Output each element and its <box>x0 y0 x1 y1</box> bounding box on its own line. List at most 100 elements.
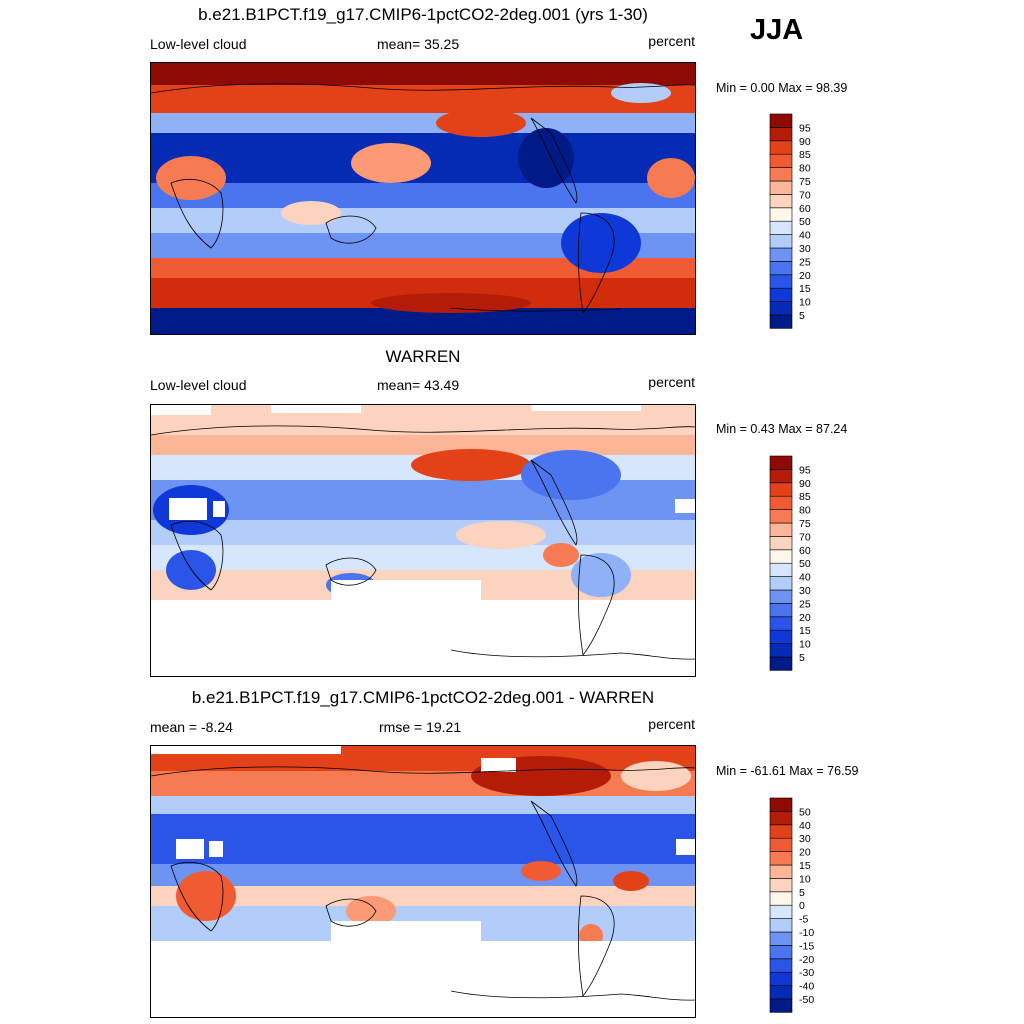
panel-2-colorbar-box <box>769 482 793 497</box>
panel-3-colorbar-box <box>769 904 793 919</box>
panel-1-title: b.e21.B1PCT.f19_g17.CMIP6-1pctCO2-2deg.0… <box>198 5 648 24</box>
panel-1-colorbar-box <box>769 234 793 249</box>
panel-1-colorbar-tick-label: 90 <box>799 136 811 148</box>
panel-1-map-svg <box>151 63 695 334</box>
panel-1-colorbar-box <box>769 274 793 289</box>
panel-3-colorbar-tick-label: -50 <box>799 994 814 1006</box>
panel-3-field <box>151 746 695 1017</box>
panel-3-colorbar-tick-label: -15 <box>799 940 814 952</box>
panel-1-colorbar-tick-label: 95 <box>799 122 811 134</box>
panel-1-colorbar-tick-label: 80 <box>799 163 811 175</box>
panel-2-units-label: percent <box>648 374 695 390</box>
panel-1-colorbar-tick-label: 60 <box>799 203 811 215</box>
panel-2-colorbar-tick-label: 25 <box>799 598 811 610</box>
panel-3-colorbar-tick-label: -20 <box>799 954 814 966</box>
panel-3-colorbar-tick-label: -40 <box>799 981 814 993</box>
panel-1-colorbar-tick-label: 5 <box>799 310 805 322</box>
panel-3-colorbar-box <box>769 931 793 946</box>
panel-2-colorbar-tick-label: 95 <box>799 464 811 476</box>
panel-3-colorbar-box <box>769 878 793 893</box>
panel-3-colorbar-box <box>769 971 793 986</box>
panel-1-colorbar: 5 10 15 20 25 30 40 50 60 70 75 80 85 90 95 <box>769 113 830 330</box>
panel-1-colorbar-box <box>769 140 793 155</box>
panel-3-colorbar-box <box>769 811 793 826</box>
season-label: JJA <box>750 14 804 46</box>
panel-2-colorbar-tick-label: 75 <box>799 518 811 530</box>
panel-1-colorbar-box <box>769 180 793 195</box>
panel-2-colorbar-box <box>769 656 793 671</box>
panel-2-colorbar-box <box>769 522 793 537</box>
panel-1-colorbar-tick-label: 30 <box>799 243 811 255</box>
panel-1-mean-label: mean= 35.25 <box>377 36 460 52</box>
panel-1-colorbar-box <box>769 207 793 222</box>
panel-2-colorbar-tick-label: 20 <box>799 612 811 624</box>
panel-1-variable-label: Low-level cloud <box>150 36 247 52</box>
panel-3-colorbar-tick-label: -10 <box>799 927 814 939</box>
panel-1-colorbar-tick-label: 10 <box>799 297 811 309</box>
panel-3-colorbar-box <box>769 824 793 839</box>
panel-2-colorbar-box <box>769 549 793 564</box>
panel-3-colorbar-tick-label: 50 <box>799 806 811 818</box>
panel-3-colorbar-tick-label: 10 <box>799 873 811 885</box>
panel-1-units-label: percent <box>648 33 695 49</box>
panel-1-colorbar-tick-label: 15 <box>799 283 811 295</box>
panel-1-colorbar-tick-label: 70 <box>799 189 811 201</box>
panel-1-colorbar-box <box>769 220 793 235</box>
panel-2-colorbar-box <box>769 603 793 618</box>
panel-3-title: b.e21.B1PCT.f19_g17.CMIP6-1pctCO2-2deg.0… <box>191 688 655 707</box>
panel-1-colorbar-tick-label: 25 <box>799 256 811 268</box>
panel-1-colorbar-box <box>769 167 793 182</box>
panel-3-colorbar-tick-label: -5 <box>799 914 808 926</box>
panel-1-colorbar-box <box>769 153 793 168</box>
panel-2-colorbar-box <box>769 469 793 484</box>
panel-2-colorbar-tick-label: 70 <box>799 531 811 543</box>
panel-1-map <box>150 62 696 335</box>
panel-1-colorbar-box <box>769 301 793 316</box>
panel-3-colorbar-box <box>769 891 793 906</box>
panel-2-map-svg <box>151 405 695 676</box>
panel-1-colorbar-box <box>769 287 793 302</box>
panel-2-minmax: Min = 0.43 Max = 87.24 <box>716 422 848 436</box>
panel-2-variable-label: Low-level cloud <box>150 377 247 393</box>
panel-1-colorbar-box <box>769 127 793 142</box>
panel-2-mean-label: mean= 43.49 <box>377 377 460 393</box>
panel-3-minmax: Min = -61.61 Max = 76.59 <box>716 764 859 778</box>
panel-2-title: WARREN <box>385 347 461 366</box>
panel-3-colorbar-box <box>769 837 793 852</box>
panel-3-colorbar-box <box>769 918 793 933</box>
panel-3-map-svg <box>151 746 695 1017</box>
panel-2-colorbar-box <box>769 589 793 604</box>
panel-2-colorbar-tick-label: 60 <box>799 545 811 557</box>
panel-1-colorbar-tick-label: 50 <box>799 216 811 228</box>
panel-2-colorbar-box <box>769 616 793 631</box>
panel-2-colorbar-tick-label: 90 <box>799 478 811 490</box>
panel-1-colorbar-tick-label: 85 <box>799 149 811 161</box>
panel-3-colorbar-box <box>769 851 793 866</box>
panel-2-colorbar: 5 10 15 20 25 30 40 50 60 70 75 80 85 90 95 <box>769 455 830 672</box>
panel-2-colorbar-tick-label: 5 <box>799 652 805 664</box>
panel-1-colorbar-box <box>769 314 793 329</box>
panel-3-colorbar-tick-label: 20 <box>799 847 811 859</box>
panel-2-colorbar-tick-label: 30 <box>799 585 811 597</box>
panel-3-colorbar-tick-label: 0 <box>799 900 805 912</box>
panel-1-colorbar-box <box>769 194 793 209</box>
panel-1-colorbar-tick-label: 75 <box>799 176 811 188</box>
panel-3-rmse-label: rmse = 19.21 <box>379 719 462 735</box>
panel-3-map <box>150 745 696 1018</box>
panel-3-mean-label: mean = -8.24 <box>150 719 233 735</box>
panel-2-colorbar-box <box>769 536 793 551</box>
panel-3-coastlines <box>151 766 695 1001</box>
panel-2-colorbar-box <box>769 455 793 470</box>
panel-3-units-label: percent <box>648 716 695 732</box>
panel-2-colorbar-box <box>769 495 793 510</box>
panel-2-colorbar-tick-label: 15 <box>799 625 811 637</box>
panel-3-colorbar-box <box>769 797 793 812</box>
panel-2-colorbar-box <box>769 509 793 524</box>
panel-3-colorbar-tick-label: 5 <box>799 887 805 899</box>
panel-3-colorbar-box <box>769 945 793 960</box>
panel-2-coastlines <box>151 425 695 660</box>
panel-1-colorbar-tick-label: 20 <box>799 270 811 282</box>
panel-2-colorbar-tick-label: 85 <box>799 491 811 503</box>
